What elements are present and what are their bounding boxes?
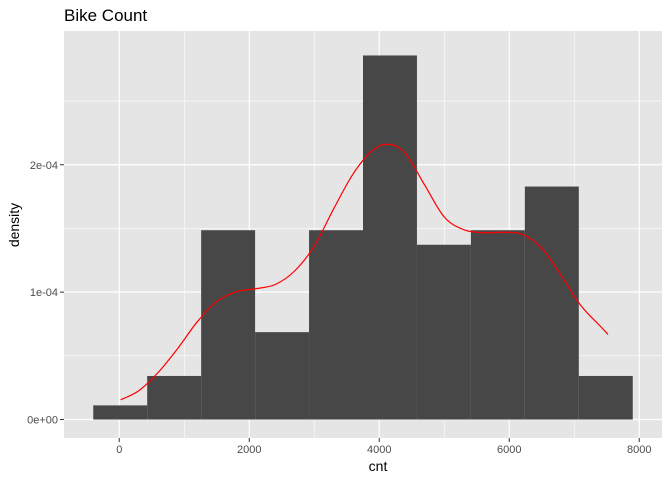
histogram-bar — [309, 230, 363, 420]
x-tick-label: 6000 — [497, 444, 521, 456]
x-tick-label: 2000 — [237, 444, 261, 456]
histogram-bar — [255, 332, 310, 420]
y-tick-label: 0e+00 — [27, 415, 58, 427]
histogram-bar — [470, 230, 525, 420]
y-tick-label: 1e-04 — [30, 287, 58, 299]
chart-title: Bike Count — [64, 6, 147, 25]
histogram-bar — [93, 405, 148, 420]
x-tick-label: 8000 — [627, 444, 651, 456]
histogram-bar — [147, 375, 202, 420]
histogram-bar — [524, 186, 579, 420]
density-curve — [120, 143, 609, 401]
x-tick-label: 0 — [116, 444, 122, 456]
x-axis-label: cnt — [369, 458, 388, 474]
y-axis-label: density — [6, 203, 22, 247]
y-tick-label: 2e-04 — [30, 160, 58, 172]
x-tick-label: 4000 — [367, 444, 391, 456]
histogram-bar — [578, 375, 633, 420]
histogram-bars — [93, 55, 633, 420]
histogram-bar — [201, 230, 256, 420]
histogram-bar — [416, 244, 471, 420]
x-axis: 0 2000 4000 6000 8000 — [116, 438, 651, 456]
histogram-bar — [363, 55, 417, 420]
y-axis: 0e+00 1e-04 2e-04 — [27, 160, 64, 427]
